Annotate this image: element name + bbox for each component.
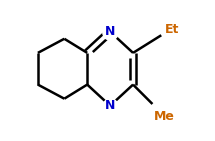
Text: N: N [105,99,115,112]
Text: N: N [105,25,115,38]
Text: Et: Et [165,23,179,37]
Text: Me: Me [154,110,175,123]
